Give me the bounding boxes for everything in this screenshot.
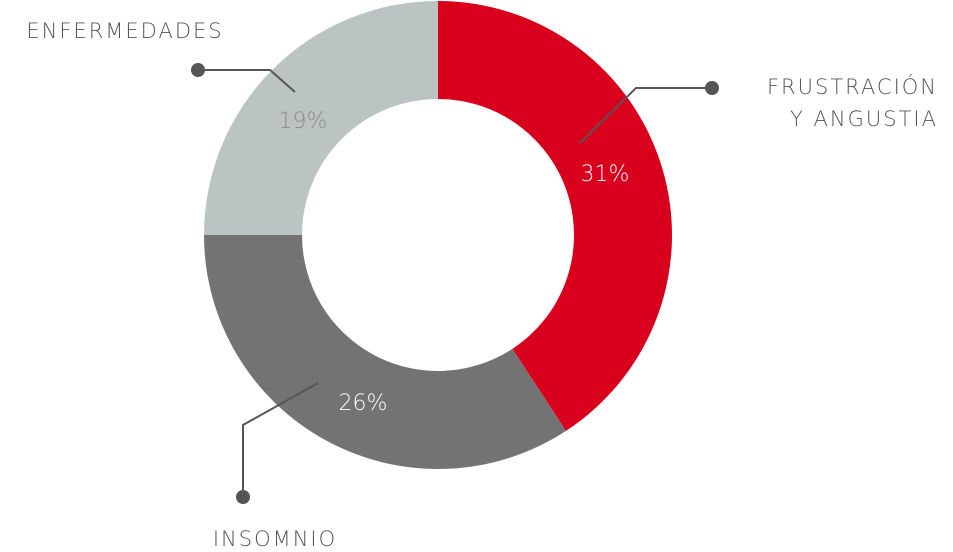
value-label: 26% xyxy=(339,391,388,416)
value-label: 31% xyxy=(581,162,630,187)
donut-slice xyxy=(204,1,438,235)
value-label: 19% xyxy=(279,109,328,134)
leader-dot xyxy=(705,81,719,95)
category-label: INSOMNIO xyxy=(213,527,337,551)
category-label: ENFERMEDADES xyxy=(26,19,223,43)
donut-slice xyxy=(438,1,672,431)
leader-line xyxy=(242,382,319,497)
leader-dot xyxy=(191,63,205,77)
leader-line xyxy=(198,69,296,93)
leader-dot xyxy=(236,490,250,504)
donut-slice xyxy=(204,235,566,470)
category-label: FRUSTRACIÓN Y ANGUSTIA xyxy=(767,74,938,131)
leader-line xyxy=(579,87,712,144)
